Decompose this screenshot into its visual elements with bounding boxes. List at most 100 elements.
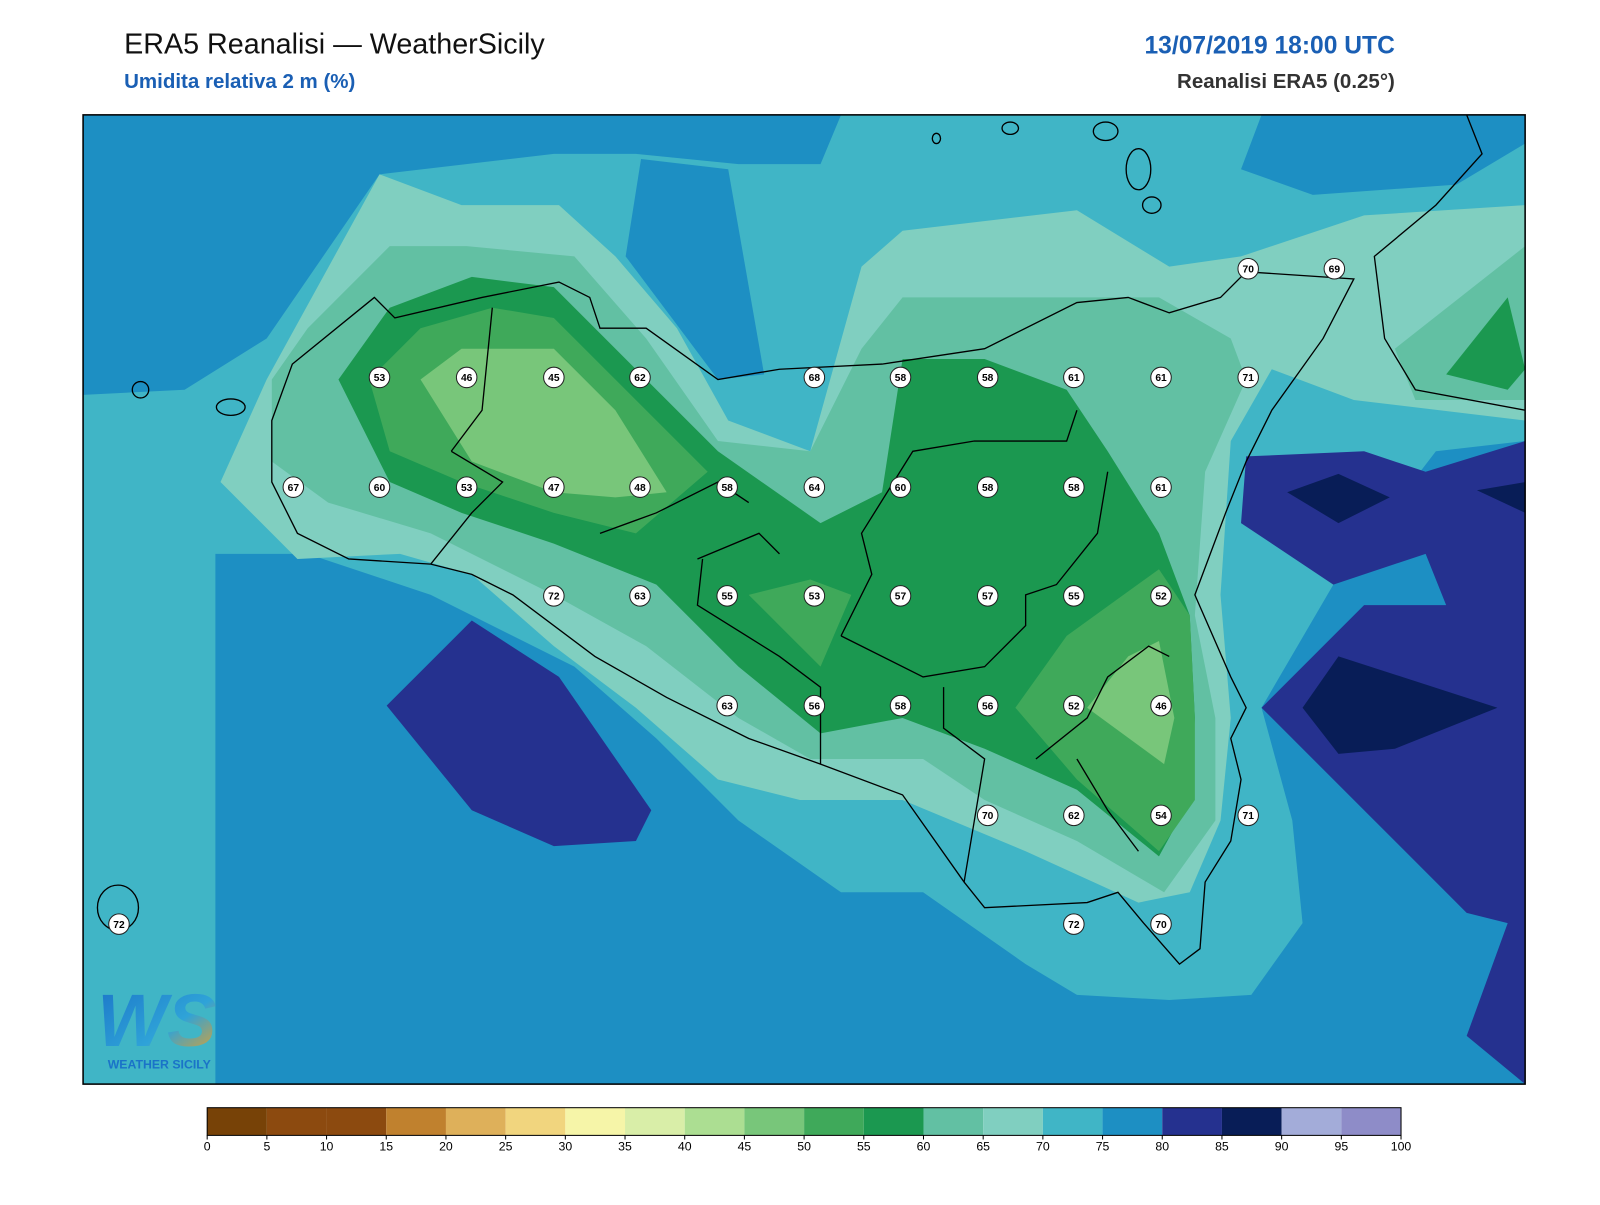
field-45-50	[1087, 641, 1175, 765]
station-value: 61	[1155, 483, 1167, 494]
station-value: 57	[895, 592, 907, 603]
station-marker	[455, 476, 478, 498]
colorbar-swatch	[1341, 1107, 1402, 1136]
station-value: 46	[461, 373, 473, 384]
station-value: 58	[895, 373, 907, 384]
colorbar-swatch	[804, 1107, 864, 1136]
station-value: 58	[1068, 483, 1080, 494]
station-value: 55	[721, 592, 733, 603]
colorbar-swatch	[1221, 1107, 1282, 1136]
colorbar-tick-label: 100	[1391, 1139, 1412, 1153]
colorbar-swatch	[1042, 1107, 1103, 1136]
colorbar-swatch	[863, 1107, 924, 1136]
colorbar-tick-label: 85	[1215, 1139, 1229, 1153]
colorbar-swatch	[684, 1107, 745, 1136]
station-value: 48	[634, 483, 646, 494]
station-marker	[1323, 257, 1346, 280]
colorbar-swatch	[207, 1107, 267, 1136]
station-marker	[1150, 913, 1172, 935]
station-marker	[1063, 804, 1085, 827]
station-value: 70	[1243, 264, 1255, 275]
field-75-80	[625, 158, 765, 380]
station-value: 57	[982, 592, 994, 603]
island	[1001, 121, 1020, 136]
colorbar: 0 5 10 15 20 25 30 35 40 45 50 55 60 65 70 75 80 85 90 95 10…	[204, 1107, 1412, 1153]
station-value: 70	[982, 811, 994, 822]
station-marker	[1150, 585, 1172, 607]
colorbar-tick-label: 90	[1275, 1139, 1289, 1153]
colorbar-tick-label: 10	[320, 1139, 334, 1153]
station-marker	[889, 366, 912, 389]
station-value: 56	[982, 701, 994, 712]
colorbar-tick-label: 0	[204, 1139, 211, 1153]
colorbar-swatch	[266, 1107, 327, 1136]
sicily-coast	[271, 271, 1355, 966]
colorbar-tick-label: 5	[263, 1139, 270, 1153]
station-value: 72	[548, 592, 560, 603]
island	[1125, 148, 1152, 191]
station-value: 58	[895, 701, 907, 712]
station-value: 62	[634, 373, 646, 384]
station-marker	[1237, 804, 1259, 827]
colorbar-swatch	[326, 1107, 387, 1136]
colorbar-tick-label: 15	[379, 1139, 393, 1153]
subtitle: Umidita relativa 2 m (%)	[124, 70, 355, 93]
station-marker	[108, 913, 130, 935]
island	[1092, 121, 1119, 142]
island	[931, 132, 942, 145]
station-value: 61	[1155, 373, 1167, 384]
station-value: 47	[548, 483, 560, 494]
colorbar-swatch	[744, 1107, 805, 1136]
field-85-90	[1302, 656, 1498, 754]
station-marker	[976, 585, 999, 607]
colorbar-tick-label: 50	[797, 1139, 811, 1153]
station-marker	[629, 585, 651, 607]
colorbar-tick-label: 25	[499, 1139, 513, 1153]
colorbar-tick-label: 95	[1334, 1139, 1348, 1153]
station-value: 67	[288, 483, 300, 494]
station-value: 71	[1243, 373, 1255, 384]
stations: 70 69 53 46 45 62 68 58 58 61 61 71 67 60 53 47 48 58 64 60…	[108, 257, 1346, 935]
colorbar-swatch	[505, 1107, 566, 1136]
station-marker	[889, 694, 912, 717]
colorbar-tick-label: 60	[917, 1139, 931, 1153]
borders	[430, 307, 1170, 883]
station-marker	[803, 694, 826, 717]
station-marker	[543, 366, 565, 389]
calabria-coast	[1373, 114, 1526, 411]
station-value: 62	[1068, 811, 1080, 822]
station-value: 58	[982, 483, 994, 494]
logo-mark: WS	[97, 979, 216, 1062]
contours: 70 69 53 46 45 62 68 58 58 61 61 71 67 60 53 47 48 58 64 60…	[83, 114, 1526, 1085]
station-value: 53	[374, 373, 386, 384]
logo-text: WEATHER SICILY	[108, 1058, 211, 1072]
station-marker	[716, 476, 738, 498]
station-marker	[1063, 476, 1085, 498]
colorbar-tick-label: 65	[976, 1139, 990, 1153]
colorbar-tick-label: 55	[857, 1139, 871, 1153]
station-marker	[368, 366, 391, 389]
colorbar-swatch	[565, 1107, 626, 1136]
station-value: 71	[1243, 811, 1255, 822]
station-marker	[543, 476, 565, 498]
station-marker	[455, 366, 478, 389]
station-value: 45	[548, 373, 560, 384]
field-80-85	[386, 620, 652, 847]
station-value: 52	[1155, 592, 1167, 603]
station-value: 52	[1068, 701, 1080, 712]
station-marker	[1237, 257, 1259, 280]
colorbar-tick-label: 70	[1036, 1139, 1050, 1153]
station-marker	[1237, 366, 1259, 389]
station-marker	[1063, 366, 1085, 389]
field-50-55	[748, 579, 852, 667]
colorbar-tick-label: 45	[738, 1139, 752, 1153]
field-45-50	[420, 348, 667, 498]
colorbar-swatch	[625, 1107, 685, 1136]
colorbar-swatch	[923, 1107, 984, 1136]
colorbar-tick-label: 30	[558, 1139, 572, 1153]
station-value: 70	[1155, 920, 1167, 931]
station-value: 53	[461, 483, 473, 494]
station-marker	[976, 476, 999, 498]
